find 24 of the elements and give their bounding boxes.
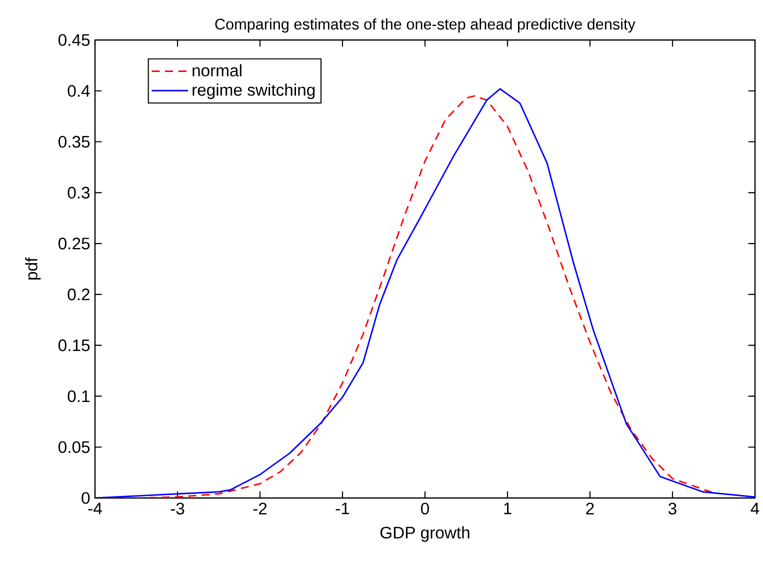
x-tick-label: -2 [253,502,267,514]
y-tick-label: 0.45 [58,34,90,46]
legend-label: normal [192,64,242,76]
y-tick-label: 0.05 [58,441,90,454]
y-tick-label: 0.3 [68,186,90,199]
y-tick-label: 0.1 [68,390,90,402]
y-tick-label: 0 [82,492,90,504]
y-axis-title: pdf [25,257,41,280]
x-tick-label: 1 [504,502,512,514]
y-tick-label: 0.2 [68,288,90,300]
y-tick-label: 0.15 [58,339,90,352]
legend-label: regime switching [192,84,315,100]
chart-title: Comparing estimates of the one-step ahead predictive density [215,18,636,33]
x-tick-label: -4 [88,502,102,514]
y-tick-label: 0.35 [58,136,90,148]
x-tick-label: -3 [170,502,184,514]
x-tick-label: 2 [586,502,594,514]
y-tick-label: 0.4 [68,84,90,97]
x-tick-label: -1 [336,502,350,514]
x-tick-label: 3 [668,502,676,514]
x-axis-title: GDP growth [380,526,470,542]
x-tick-label: 0 [421,502,429,514]
y-tick-label: 0.25 [58,238,90,250]
x-tick-label: 4 [750,502,760,514]
